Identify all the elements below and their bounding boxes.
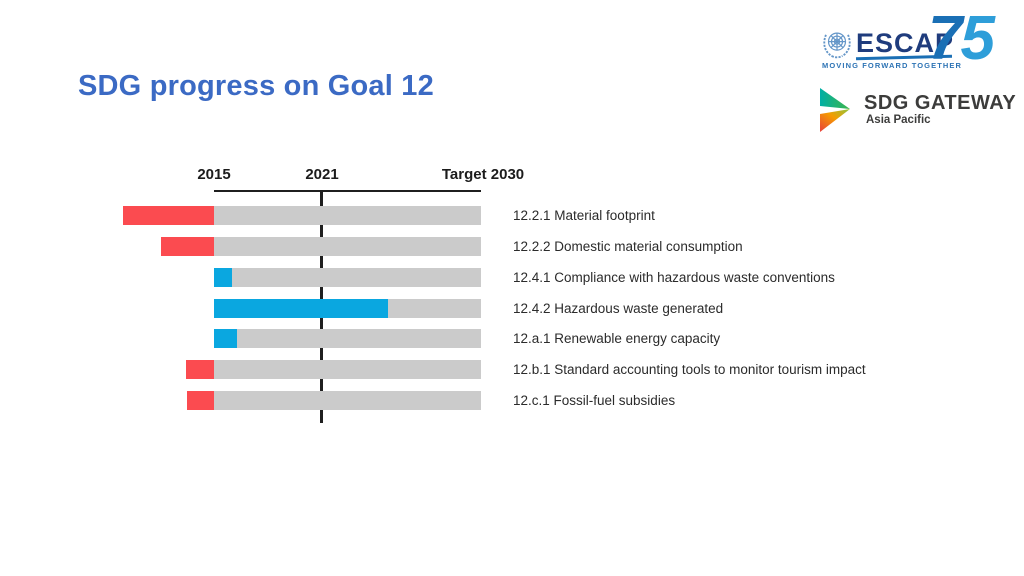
- bar-regression: [187, 391, 214, 411]
- bar-progress: [214, 298, 389, 318]
- bar-label: 12.c.1 Fossil-fuel subsidies: [513, 393, 676, 409]
- axis-tick-2021: 2021: [305, 166, 339, 183]
- bar-progress: [214, 329, 238, 349]
- gateway-chevron-icon: [820, 88, 850, 132]
- escap-logo: ESCAP 75 MOVING FORWARD TOGETHER: [816, 8, 1012, 78]
- bar-label: 12.4.2 Hazardous waste generated: [513, 300, 724, 316]
- sdg-gateway-logo: SDG GATEWAY Asia Pacific: [814, 84, 1017, 134]
- bar-label: 12.a.1 Renewable energy capacity: [513, 331, 721, 347]
- bar-track: [214, 236, 481, 256]
- sdg-gateway-title: SDG GATEWAY: [864, 92, 1017, 114]
- axis-tick-target-2030: Target 2030: [441, 166, 525, 183]
- escap-75-digit-5: 5: [960, 4, 995, 73]
- bar-track: [214, 360, 481, 380]
- page-title: SDG progress on Goal 12: [78, 70, 434, 102]
- bar-regression: [160, 236, 214, 256]
- axis-baseline: [214, 190, 481, 192]
- bar-progress: [214, 267, 232, 287]
- bar-regression: [123, 206, 214, 225]
- bar-label: 12.2.1 Material footprint: [513, 208, 655, 223]
- bar-track: [214, 267, 481, 287]
- bar-regression: [185, 360, 214, 380]
- sdg-gateway-subtitle: Asia Pacific: [866, 114, 931, 126]
- bar-label: 12.2.2 Domestic material consumption: [513, 238, 743, 254]
- un-emblem-icon: [823, 32, 851, 59]
- axis-tick-2015: 2015: [197, 166, 231, 183]
- bar-label: 12.4.1 Compliance with hazardous waste c…: [513, 269, 835, 285]
- escap-75-digit-7: 7: [928, 4, 963, 73]
- escap-wordmark: ESCAP: [856, 28, 955, 58]
- bar-track: [214, 329, 481, 349]
- bar-track: [214, 391, 481, 411]
- escap-75-mark: 75: [928, 8, 995, 70]
- bar-track: [214, 206, 481, 225]
- escap-tagline: MOVING FORWARD TOGETHER: [822, 61, 963, 70]
- bar-label: 12.b.1 Standard accounting tools to moni…: [513, 362, 866, 378]
